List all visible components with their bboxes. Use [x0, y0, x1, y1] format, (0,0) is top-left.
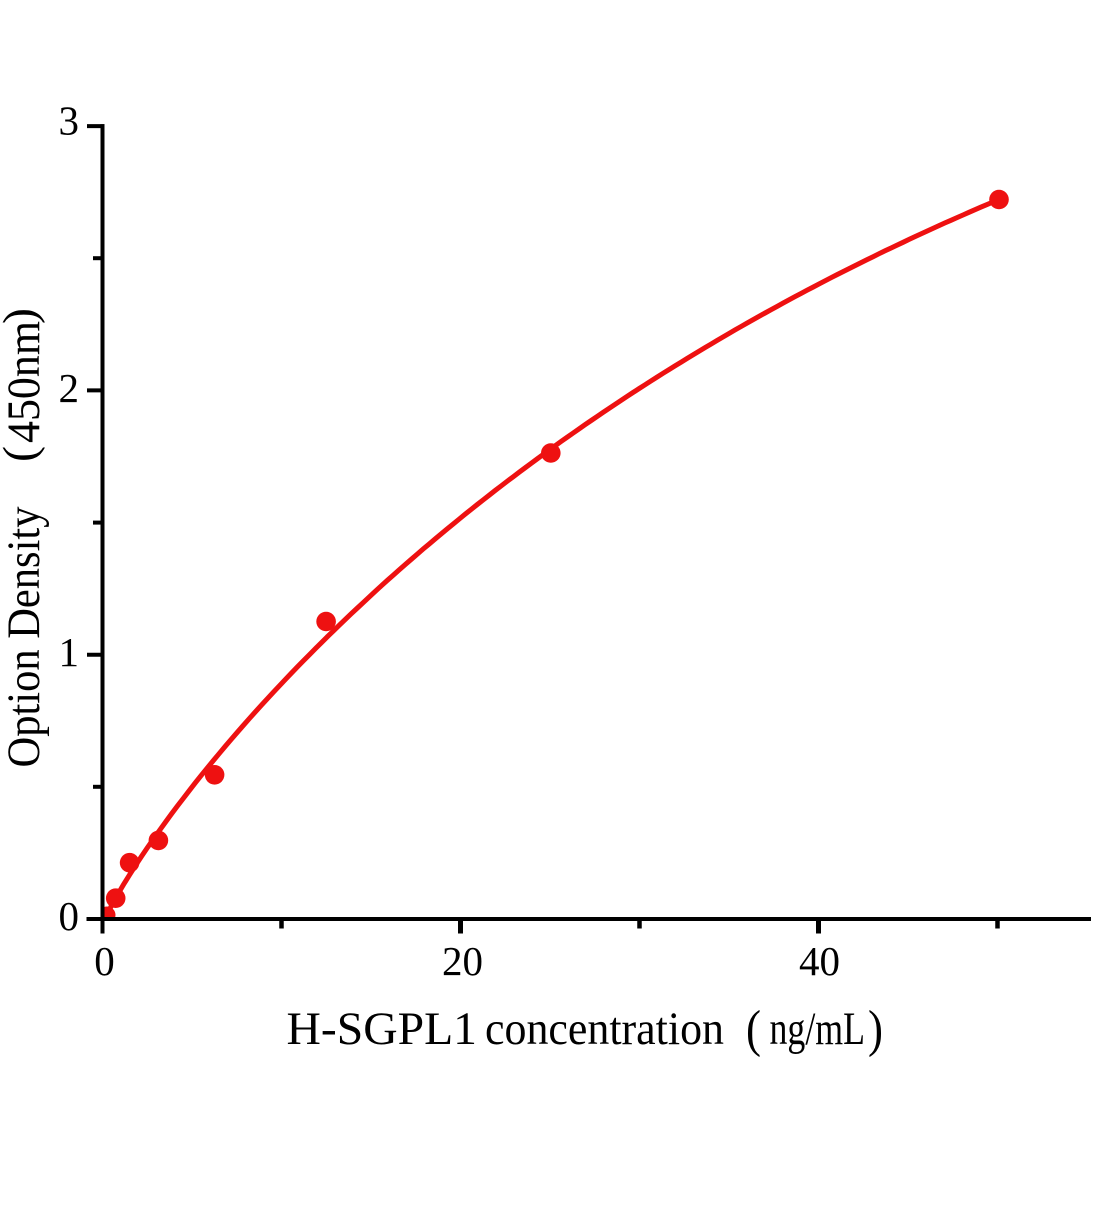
svg-text:Option Density: Option Density	[0, 506, 50, 767]
svg-text:): )	[868, 1001, 883, 1058]
svg-text:450nm: 450nm	[0, 321, 50, 443]
svg-text:): )	[0, 308, 46, 324]
svg-text:H-SGPL1: H-SGPL1	[287, 1003, 478, 1055]
svg-text:(: (	[0, 446, 46, 462]
svg-text:40: 40	[799, 938, 840, 984]
svg-text:(: (	[746, 1001, 761, 1058]
svg-text:3: 3	[59, 98, 80, 144]
svg-text:0: 0	[59, 893, 80, 939]
svg-text:20: 20	[442, 938, 483, 984]
svg-text:1: 1	[59, 629, 80, 675]
svg-text:concentration: concentration	[485, 1003, 724, 1055]
svg-text:ng/mL: ng/mL	[770, 1003, 866, 1055]
svg-text:2: 2	[59, 365, 80, 411]
svg-text:0: 0	[94, 938, 115, 984]
